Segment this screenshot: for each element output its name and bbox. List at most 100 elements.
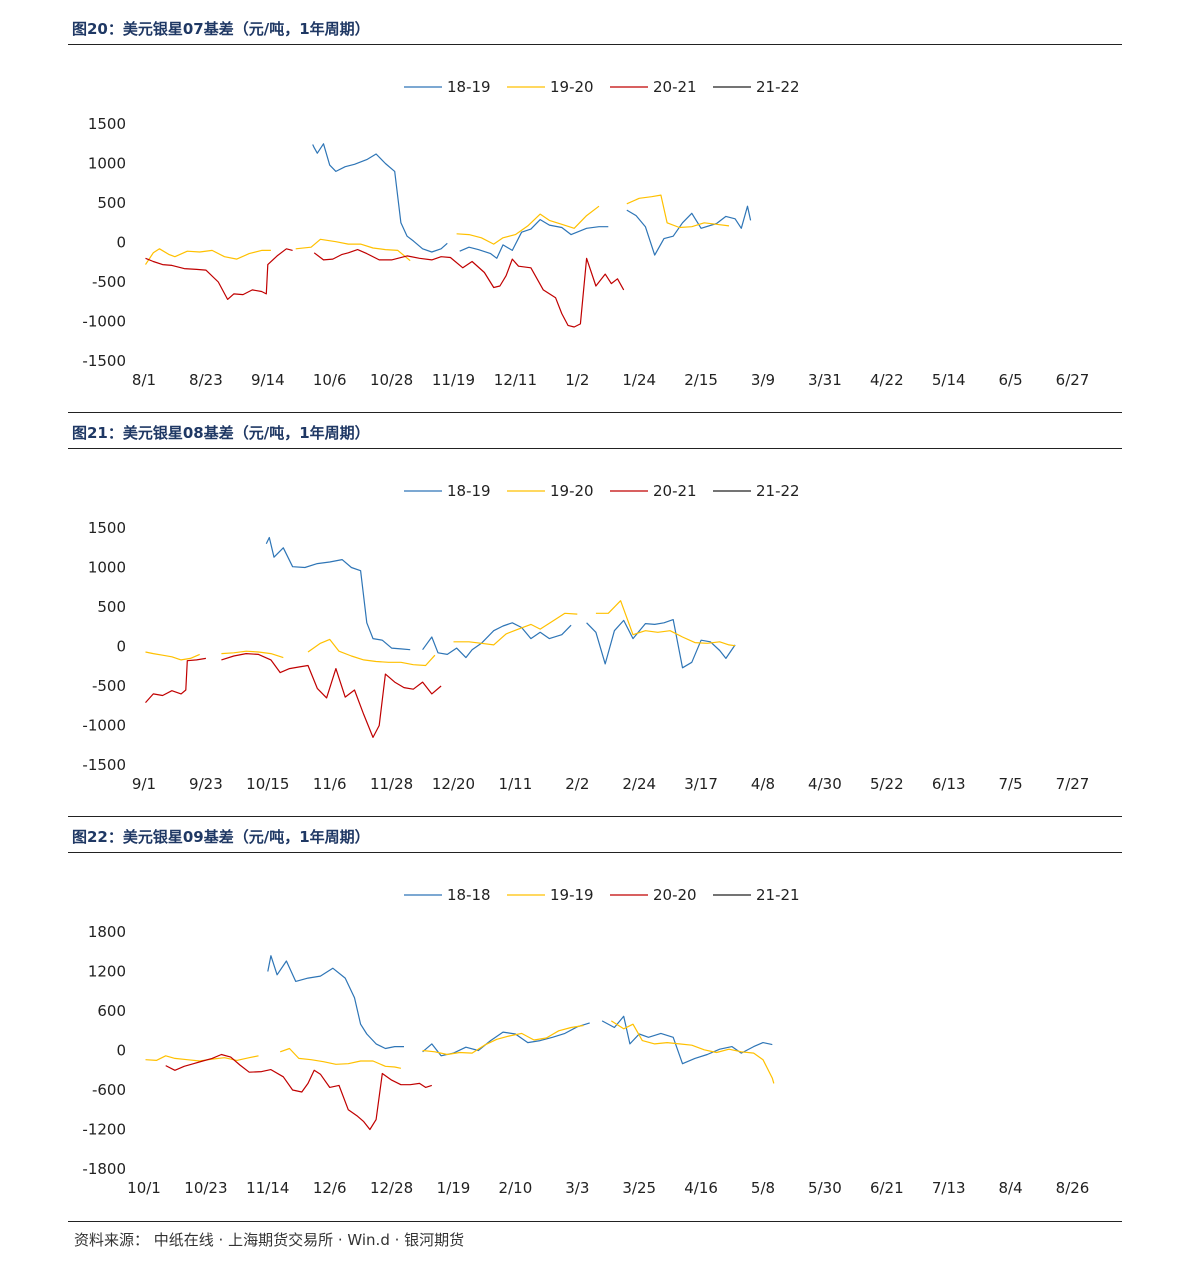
- legend-label: 19-19: [550, 886, 594, 904]
- series-line-18-19: [422, 622, 572, 659]
- x-tick-label: 10/28: [370, 371, 413, 389]
- chart-title: 图20：美元银星07基差（元/吨，1年周期）: [72, 20, 370, 38]
- x-tick-label: 12/11: [494, 371, 537, 389]
- y-tick-label: -1000: [82, 717, 126, 735]
- legend-label: 20-20: [653, 886, 697, 904]
- footer-rule: [68, 1221, 1122, 1222]
- series-line-18-18: [601, 1015, 773, 1065]
- y-tick-label: -1000: [82, 313, 126, 331]
- y-tick-label: -1500: [82, 756, 126, 774]
- x-tick-label: 6/27: [1056, 371, 1090, 389]
- legend-label: 20-21: [653, 78, 697, 96]
- x-tick-label: 12/20: [432, 775, 475, 793]
- x-tick-label: 9/23: [189, 775, 223, 793]
- series-line-19-19: [422, 1024, 584, 1056]
- series-line-19-20: [144, 248, 271, 265]
- legend-label: 18-19: [447, 482, 491, 500]
- y-tick-label: 1500: [88, 115, 126, 133]
- title-rule: [68, 44, 1122, 45]
- y-tick-label: 500: [97, 194, 126, 212]
- legend-label: 20-21: [653, 482, 697, 500]
- series-line-18-19: [265, 536, 411, 651]
- panel-top-rule: [68, 412, 1122, 413]
- x-tick-label: 5/8: [751, 1179, 775, 1197]
- chart-title: 图21：美元银星08基差（元/吨，1年周期）: [72, 424, 370, 442]
- y-tick-label: -600: [92, 1081, 126, 1099]
- series-line-19-20: [307, 638, 436, 667]
- x-tick-label: 11/28: [370, 775, 413, 793]
- x-tick-label: 4/16: [684, 1179, 718, 1197]
- x-tick-label: 9/1: [132, 775, 156, 793]
- x-tick-label: 6/13: [932, 775, 966, 793]
- y-tick-label: -500: [92, 273, 126, 291]
- series-line-18-19: [312, 143, 448, 253]
- x-tick-label: 8/1: [132, 371, 156, 389]
- x-tick-label: 6/5: [999, 371, 1023, 389]
- x-tick-label: 9/14: [251, 371, 285, 389]
- series-line-19-20: [145, 651, 200, 661]
- y-tick-label: 500: [97, 598, 126, 616]
- x-tick-label: 8/23: [189, 371, 223, 389]
- x-tick-label: 10/15: [246, 775, 289, 793]
- series-line-20-20: [165, 1053, 432, 1131]
- x-tick-label: 11/6: [313, 775, 347, 793]
- series-line-19-19: [279, 1047, 402, 1069]
- x-tick-label: 10/1: [127, 1179, 161, 1197]
- x-tick-label: 6/21: [870, 1179, 904, 1197]
- line-chart: 18-18 19-19 20-20 21-21 1800 1200 600 0 -600 -120…: [82, 886, 1089, 1197]
- x-tick-label: 8/4: [999, 1179, 1023, 1197]
- series-line-19-20: [221, 650, 284, 659]
- x-tick-label: 1/24: [622, 371, 656, 389]
- x-tick-label: 7/5: [999, 775, 1023, 793]
- series-line-18-18: [422, 1022, 590, 1057]
- y-tick-label: 1000: [88, 155, 126, 173]
- panel-top-rule: [68, 816, 1122, 817]
- series-line-19-19: [145, 1055, 259, 1062]
- x-tick-label: 1/11: [499, 775, 533, 793]
- x-tick-label: 12/6: [313, 1179, 347, 1197]
- legend-label: 19-20: [550, 482, 594, 500]
- x-tick-label: 10/6: [313, 371, 347, 389]
- source-note: 资料来源： 中纸在线 · 上海期货交易所 · Win.d · 银河期货: [74, 1231, 465, 1249]
- y-tick-label: 0: [116, 234, 126, 252]
- x-tick-label: 12/28: [370, 1179, 413, 1197]
- series-line-20-21: [145, 248, 293, 300]
- x-tick-label: 3/3: [565, 1179, 589, 1197]
- x-tick-label: 3/31: [808, 371, 842, 389]
- x-tick-label: 1/19: [437, 1179, 471, 1197]
- x-tick-label: 2/10: [499, 1179, 533, 1197]
- x-tick-label: 10/23: [184, 1179, 227, 1197]
- series-line-19-20: [295, 238, 411, 262]
- series-line-20-21: [221, 653, 442, 738]
- x-tick-label: 4/8: [751, 775, 775, 793]
- series-line-19-19: [610, 1020, 775, 1084]
- series-line-20-21: [313, 249, 625, 328]
- series-line-19-20: [453, 612, 578, 646]
- y-tick-label: 0: [116, 638, 126, 656]
- x-tick-label: 5/30: [808, 1179, 842, 1197]
- x-tick-label: 11/14: [246, 1179, 289, 1197]
- legend-label: 21-21: [756, 886, 800, 904]
- x-tick-label: 2/2: [565, 775, 589, 793]
- series-line-19-20: [595, 600, 736, 647]
- y-tick-label: 1800: [88, 923, 126, 941]
- y-tick-label: -500: [92, 677, 126, 695]
- title-rule: [68, 448, 1122, 449]
- series-line-20-21: [145, 657, 206, 704]
- x-tick-label: 2/15: [684, 371, 718, 389]
- series-line-18-19: [586, 619, 736, 669]
- y-tick-label: -1200: [82, 1121, 126, 1139]
- legend-label: 21-22: [756, 78, 800, 96]
- y-tick-label: -1500: [82, 352, 126, 370]
- x-tick-label: 1/2: [565, 371, 589, 389]
- y-tick-label: 1200: [88, 963, 126, 981]
- x-tick-label: 2/24: [622, 775, 656, 793]
- y-tick-label: 600: [97, 1002, 126, 1020]
- legend-label: 19-20: [550, 78, 594, 96]
- x-tick-label: 5/22: [870, 775, 904, 793]
- x-tick-label: 4/22: [870, 371, 904, 389]
- series-line-18-18: [267, 955, 404, 1050]
- x-tick-label: 4/30: [808, 775, 842, 793]
- chart-title: 图22：美元银星09基差（元/吨，1年周期）: [72, 828, 370, 846]
- title-rule: [68, 852, 1122, 853]
